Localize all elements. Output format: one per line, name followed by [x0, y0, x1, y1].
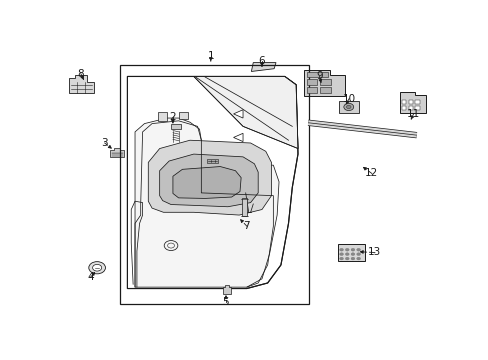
Circle shape — [339, 257, 343, 260]
Text: 3: 3 — [101, 138, 108, 148]
Circle shape — [346, 105, 350, 109]
Polygon shape — [223, 285, 230, 294]
Text: 2: 2 — [169, 112, 176, 122]
Circle shape — [350, 253, 354, 256]
Bar — [401, 106, 406, 110]
Circle shape — [345, 257, 348, 260]
Circle shape — [356, 248, 360, 251]
Polygon shape — [242, 198, 246, 216]
Text: 8: 8 — [78, 69, 84, 79]
Bar — [306, 72, 327, 77]
Bar — [401, 100, 406, 104]
Text: 1: 1 — [207, 51, 214, 61]
Polygon shape — [148, 140, 271, 215]
Polygon shape — [193, 76, 297, 149]
Bar — [171, 124, 180, 129]
Polygon shape — [135, 118, 279, 287]
Text: 4: 4 — [87, 273, 93, 283]
Bar — [306, 87, 317, 93]
Bar — [319, 79, 330, 85]
Circle shape — [350, 248, 354, 251]
Bar — [319, 87, 330, 93]
Polygon shape — [110, 148, 124, 157]
Circle shape — [343, 103, 353, 111]
Text: 5: 5 — [222, 297, 229, 307]
Polygon shape — [303, 69, 345, 96]
Bar — [306, 79, 317, 85]
Circle shape — [356, 253, 360, 256]
Bar — [415, 106, 419, 110]
Polygon shape — [338, 100, 358, 113]
Bar — [178, 112, 188, 120]
Text: 7: 7 — [243, 221, 250, 231]
Circle shape — [356, 257, 360, 260]
Polygon shape — [251, 63, 275, 72]
Bar — [337, 244, 365, 261]
Circle shape — [345, 253, 348, 256]
Text: 11: 11 — [406, 109, 419, 119]
Circle shape — [350, 257, 354, 260]
Circle shape — [345, 248, 348, 251]
Text: 13: 13 — [367, 247, 381, 257]
Polygon shape — [127, 76, 297, 288]
Text: 6: 6 — [258, 56, 265, 66]
Circle shape — [339, 253, 343, 256]
Bar — [120, 66, 309, 304]
Polygon shape — [206, 159, 218, 163]
Polygon shape — [399, 92, 425, 113]
Polygon shape — [233, 133, 243, 141]
Text: 10: 10 — [342, 94, 355, 104]
Circle shape — [89, 262, 105, 274]
Polygon shape — [233, 110, 243, 118]
Polygon shape — [173, 167, 241, 198]
Circle shape — [92, 264, 102, 271]
Bar — [408, 106, 412, 110]
Bar — [408, 100, 412, 104]
Circle shape — [339, 248, 343, 251]
Text: 12: 12 — [365, 168, 378, 179]
Polygon shape — [69, 75, 94, 93]
Bar — [415, 100, 419, 104]
Polygon shape — [159, 154, 258, 207]
Bar — [158, 112, 167, 121]
Text: 9: 9 — [316, 72, 322, 81]
